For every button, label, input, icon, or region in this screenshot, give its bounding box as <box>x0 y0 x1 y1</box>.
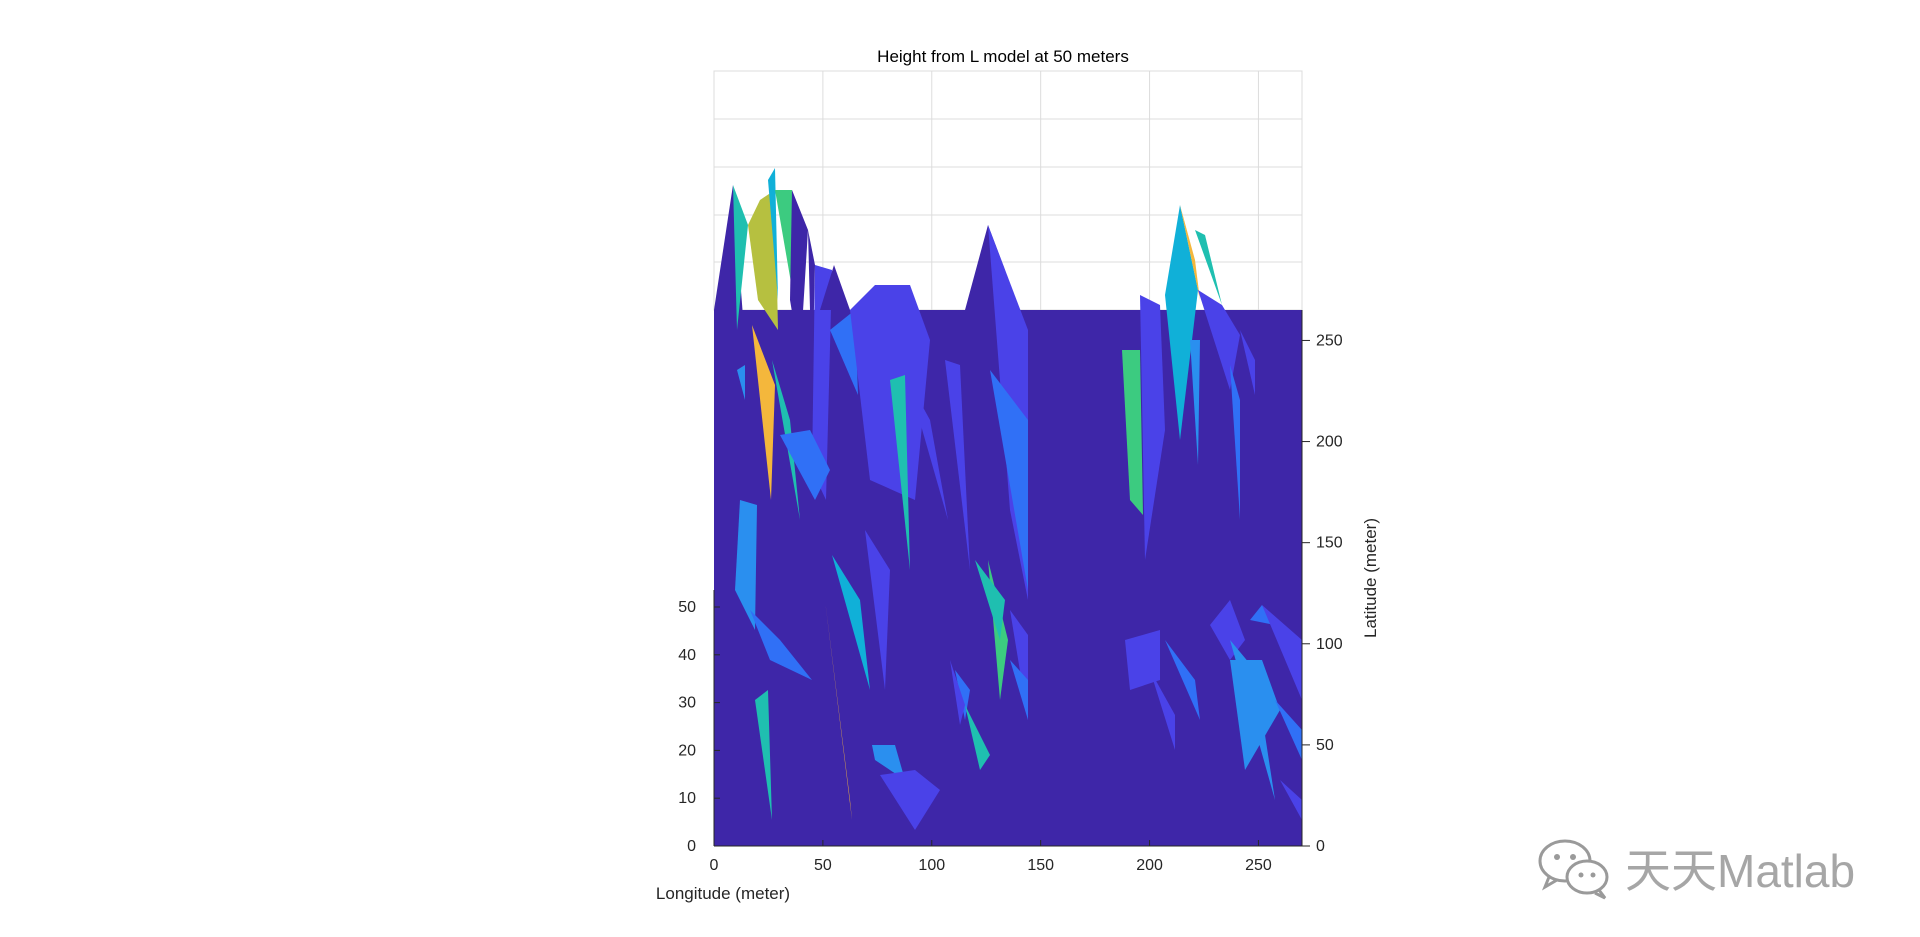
surface-facet <box>808 230 815 390</box>
surface-facet <box>890 375 910 570</box>
surface-facet <box>832 555 870 690</box>
z-tick-label: 30 <box>678 695 696 712</box>
surface-facet <box>965 705 990 770</box>
x-tick-label: 150 <box>1027 857 1054 874</box>
surface-facet <box>825 600 852 820</box>
surface-facet <box>733 185 748 330</box>
surface-facet <box>905 720 945 740</box>
surface-facet <box>1230 660 1280 770</box>
surface-facet <box>775 190 794 300</box>
surface-facet <box>975 560 1005 640</box>
y-tick-label: 0 <box>1316 838 1325 855</box>
surface-facet <box>945 360 970 570</box>
z-tick-label: 40 <box>678 647 696 664</box>
surface-facet <box>1165 205 1198 440</box>
surface-facet <box>1275 700 1302 760</box>
axes: 0 50 100 150 200 250 0 10 20 30 40 50 0 50 100 150 200 25… <box>678 310 1343 874</box>
surface-facet <box>990 370 1028 590</box>
surface-facet <box>1210 600 1245 660</box>
y-tick-label: 50 <box>1316 737 1334 754</box>
x-tick-label: 0 <box>710 857 719 874</box>
surface-facet <box>780 430 830 500</box>
surface-facet <box>812 265 832 500</box>
surface-facet <box>1165 640 1200 720</box>
surface-facet <box>1180 205 1200 300</box>
surface-facet <box>1280 780 1302 820</box>
surface-facet <box>755 690 772 820</box>
surface-facet <box>714 185 744 365</box>
x-tick-label: 200 <box>1136 857 1163 874</box>
z-tick-label: 20 <box>678 742 696 759</box>
x-tick-label: 250 <box>1245 857 1272 874</box>
surface-facet <box>880 770 940 830</box>
x-axis-label: Longitude (meter) <box>656 884 790 903</box>
surface-facet <box>830 310 858 395</box>
surface-facet <box>872 745 905 780</box>
watermark: 天天Matlab <box>1535 835 1855 901</box>
surface-facet <box>752 325 775 500</box>
z-tick-label: 0 <box>687 838 696 855</box>
surface-facet <box>950 660 965 725</box>
y-tick-label: 200 <box>1316 434 1343 451</box>
wechat-icon <box>1538 839 1609 900</box>
surface-facet <box>1195 230 1222 305</box>
surface-facet <box>1150 670 1175 750</box>
surface-facet <box>850 285 930 500</box>
surface-facet <box>865 530 890 690</box>
surface-facet <box>1122 350 1143 515</box>
y-axis-label: Latitude (meter) <box>1361 518 1380 638</box>
surface-facet <box>737 365 745 400</box>
surface-facet <box>748 190 778 330</box>
surface-facet <box>1140 295 1165 560</box>
surface-facet <box>820 265 850 310</box>
watermark-text: 天天Matlab <box>1625 845 1856 897</box>
x-tick-label: 100 <box>918 857 945 874</box>
surface-facet <box>908 380 948 520</box>
surface-facet <box>790 190 808 360</box>
surface-facet <box>1125 630 1160 690</box>
surface-facet <box>735 500 757 630</box>
y-tick-label: 250 <box>1316 332 1343 349</box>
surface-facet <box>1198 290 1240 390</box>
surface-facet <box>1190 340 1200 465</box>
surface-facet <box>1010 660 1028 720</box>
surface-plot <box>714 168 1302 846</box>
surface-facet <box>750 610 812 680</box>
z-tick-label: 50 <box>678 599 696 616</box>
z-tick-label: 10 <box>678 790 696 807</box>
surface-facet <box>768 168 778 300</box>
chart-title: Height from L model at 50 meters <box>877 47 1129 66</box>
y-tick-label: 100 <box>1316 636 1343 653</box>
surface-facet <box>1240 330 1255 395</box>
y-tick-label: 150 <box>1316 535 1343 552</box>
surface-facet <box>1230 365 1240 520</box>
surface-facet <box>1262 605 1302 700</box>
x-tick-label: 50 <box>814 857 832 874</box>
